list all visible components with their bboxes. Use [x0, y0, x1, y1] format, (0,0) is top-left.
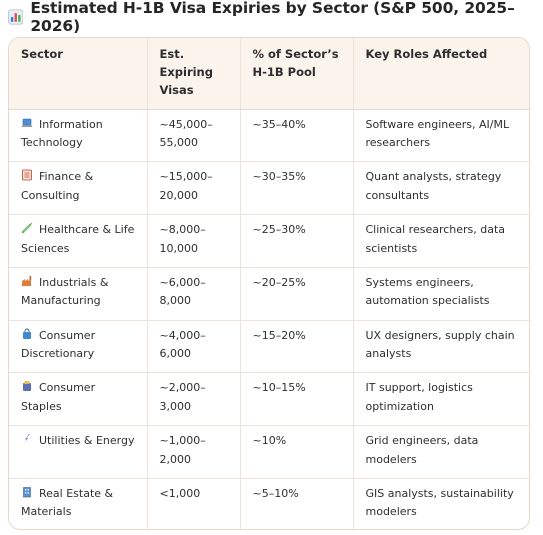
header-key-roles: Key Roles Affected: [352, 38, 529, 110]
sector-label: Healthcare & Life Sciences: [21, 223, 135, 255]
cell-sector-pool-pct: ~10%: [239, 425, 353, 479]
table-row: Consumer Staples ~2,000–3,000 ~10–15% IT su…: [9, 372, 529, 426]
shopping-bag-icon: [21, 328, 39, 342]
grocery-icon: [21, 381, 39, 394]
sector-label: Consumer Staples: [21, 381, 96, 413]
bar-chart-icon: [8, 9, 24, 25]
cell-key-roles: Grid engineers, data modelers: [352, 425, 529, 479]
cell-sector-pool-pct: ~5–10%: [239, 478, 353, 529]
cell-sector-pool-pct: ~25–30%: [239, 214, 353, 268]
sector-label: Consumer Discretionary: [21, 328, 96, 361]
cell-expiring-visas: ~6,000–8,000: [146, 267, 240, 321]
header-expiring-visas: Est. Expiring Visas: [146, 38, 240, 110]
cell-sector: Information Technology: [9, 109, 147, 163]
cell-sector-pool-pct: ~20–25%: [239, 267, 353, 321]
lightning-icon: [21, 434, 39, 447]
cell-key-roles: GIS analysts, sustainability modelers: [352, 478, 529, 529]
cell-key-roles: Systems engineers, automation specialist…: [352, 267, 529, 321]
laptop-icon: [21, 118, 39, 131]
table-row: Consumer Discretionary ~4,000–6,000 ~15–20…: [9, 320, 529, 374]
cell-key-roles: Clinical researchers, data scientists: [352, 214, 529, 268]
ledger-icon: [21, 169, 39, 183]
cell-expiring-visas: ~45,000–55,000: [146, 109, 240, 163]
cell-sector: Finance & Consulting: [9, 161, 147, 215]
cell-sector: Industrials & Manufacturing: [9, 267, 147, 321]
cell-key-roles: UX designers, supply chain analysts: [352, 320, 529, 374]
table-row: Real Estate & Materials <1,000 ~5–10% GIS a…: [9, 478, 529, 529]
cell-sector: Consumer Staples: [9, 372, 147, 426]
sector-table-container: Sector Est. Expiring Visas % of Sector’s…: [8, 37, 530, 530]
cell-key-roles: Quant analysts, strategy consultants: [352, 161, 529, 215]
page-title: Estimated H-1B Visa Expiries by Sector (…: [30, 0, 515, 35]
cell-sector-pool-pct: ~10–15%: [239, 372, 353, 426]
table-row: Utilities & Energy ~1,000–2,000 ~10% Grid e…: [9, 425, 529, 479]
cell-expiring-visas: <1,000: [146, 478, 240, 529]
table-header-row: Sector Est. Expiring Visas % of Sector’s…: [9, 38, 529, 110]
table-row: Healthcare & Life Sciences ~8,000–10,000 ~…: [9, 214, 529, 268]
table-row: Information Technology ~45,000–55,000 ~35–…: [9, 109, 529, 163]
sector-label: Real Estate & Materials: [21, 486, 114, 519]
cell-sector-pool-pct: ~35–40%: [239, 109, 353, 163]
cell-sector: Real Estate & Materials: [9, 478, 147, 529]
building-icon: [21, 486, 39, 500]
sector-label: Industrials & Manufacturing: [21, 275, 109, 308]
cell-sector: Healthcare & Life Sciences: [9, 214, 147, 268]
cell-key-roles: IT support, logistics optimization: [352, 372, 529, 426]
cell-sector-pool-pct: ~30–35%: [239, 161, 353, 215]
cell-sector-pool-pct: ~15–20%: [239, 320, 353, 374]
cell-expiring-visas: ~4,000–6,000: [146, 320, 240, 374]
cell-expiring-visas: ~2,000–3,000: [146, 372, 240, 426]
cell-sector: Utilities & Energy: [9, 425, 147, 479]
factory-icon: [21, 275, 39, 289]
sector-label: Information Technology: [21, 117, 103, 150]
cell-expiring-visas: ~15,000–20,000: [146, 161, 240, 215]
sector-label: Finance & Consulting: [21, 170, 94, 202]
table-row: Finance & Consulting ~15,000–20,000 ~30–35…: [9, 161, 529, 215]
cell-expiring-visas: ~8,000–10,000: [146, 214, 240, 268]
cell-expiring-visas: ~1,000–2,000: [146, 425, 240, 479]
syringe-icon: [21, 222, 39, 236]
page-title-row: Estimated H-1B Visa Expiries by Sector (…: [8, 0, 543, 35]
cell-key-roles: Software engineers, AI/ML researchers: [352, 109, 529, 163]
table-row: Industrials & Manufacturing ~6,000–8,000 ~…: [9, 267, 529, 321]
header-sector-pool-pct: % of Sector’s H-1B Pool: [239, 38, 353, 110]
header-sector: Sector: [9, 38, 147, 110]
cell-sector: Consumer Discretionary: [9, 320, 147, 374]
sector-table: Sector Est. Expiring Visas % of Sector’s…: [9, 38, 529, 529]
sector-label: Utilities & Energy: [39, 434, 135, 447]
